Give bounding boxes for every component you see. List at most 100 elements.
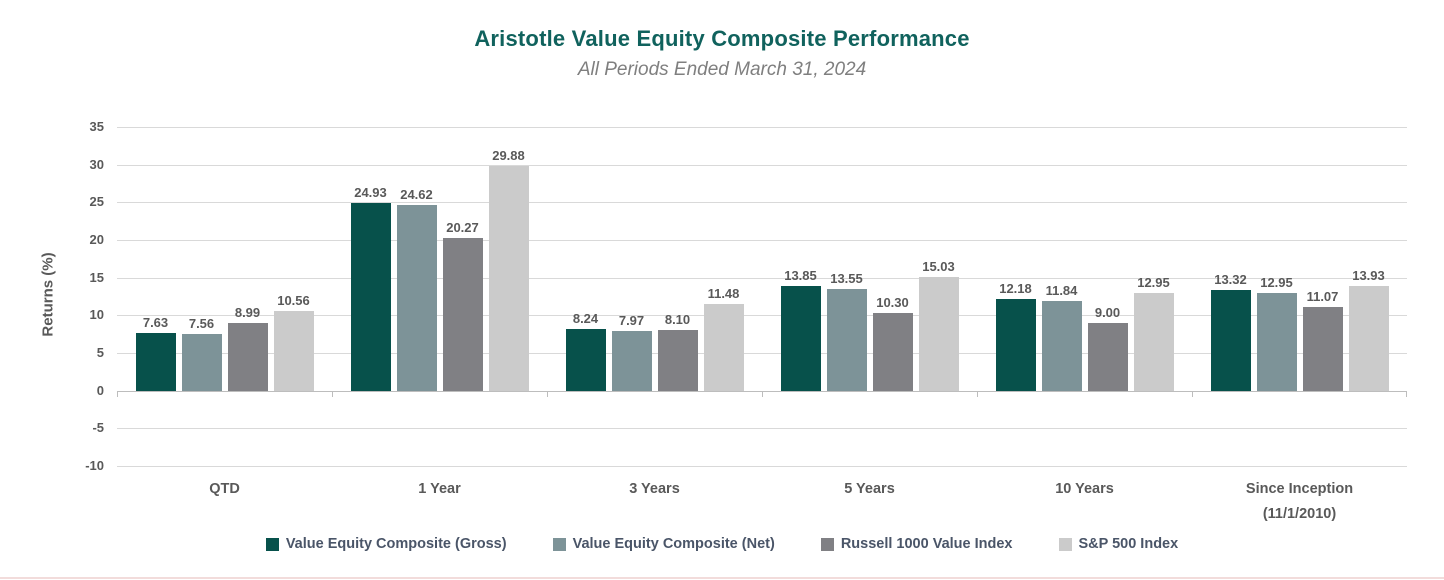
bar xyxy=(1210,290,1251,391)
chart-title: Aristotle Value Equity Composite Perform… xyxy=(474,26,970,51)
bar-value-label: 20.27 xyxy=(446,219,479,235)
bar-value-label: 24.62 xyxy=(400,187,433,203)
bar-value-label: 12.95 xyxy=(1260,275,1293,291)
x-axis-label: 3 Years xyxy=(629,481,680,497)
legend: Value Equity Composite (Gross) Value Equi… xyxy=(0,536,1444,552)
x-axis-labels: QTD 1 Year 3 Years 5 Years 10 Years Since Inc… xyxy=(117,477,1407,527)
bar xyxy=(703,304,744,391)
bar-value-label: 9.00 xyxy=(1094,304,1121,320)
bar xyxy=(611,330,652,391)
x-axis-label: 5 Years xyxy=(844,481,895,497)
bar-value-label: 10.56 xyxy=(277,293,310,309)
gridline xyxy=(117,202,1407,204)
legend-item-label: Value Equity Composite (Gross) xyxy=(285,536,507,552)
x-axis-label: 10 Years xyxy=(1055,481,1114,497)
gridline xyxy=(117,315,1407,317)
bar-group: 12.18 11.84 9.00 12.95 xyxy=(977,127,1192,466)
legend-marker xyxy=(820,537,834,551)
bar-group: 7.63 7.56 8.99 10.56 xyxy=(117,127,332,466)
x-axis-label: QTD xyxy=(209,481,240,497)
legend-marker xyxy=(265,537,279,551)
y-tick-label: 25 xyxy=(89,194,104,210)
bar xyxy=(1302,307,1343,391)
legend-item: Russell 1000 Value Index xyxy=(820,536,1013,552)
y-tick-label: -10 xyxy=(85,458,104,473)
bar xyxy=(995,298,1036,391)
axis-boundary-tick xyxy=(976,390,978,397)
bar-value-label: 13.55 xyxy=(830,270,863,286)
y-tick-label: 15 xyxy=(89,269,104,285)
bottom-accent-line xyxy=(0,577,1444,579)
bar xyxy=(872,313,913,391)
legend-item-label: Value Equity Composite (Net) xyxy=(572,536,775,552)
bar xyxy=(565,328,606,391)
y-tick-label: 10 xyxy=(89,307,104,323)
bar xyxy=(488,165,529,391)
gridline xyxy=(117,466,1407,467)
legend-item: S&P 500 Index xyxy=(1058,536,1178,552)
plot-area: 7.63 7.56 8.99 10.56 24.93 24.62 20.27 29.88 8.2… xyxy=(117,127,1407,467)
chart-subtitle: All Periods Ended March 31, 2024 xyxy=(577,59,867,80)
y-tick-label: 5 xyxy=(96,344,104,360)
legend-item-label: Russell 1000 Value Index xyxy=(840,536,1013,552)
y-tick-label: 35 xyxy=(89,119,104,134)
bar xyxy=(350,202,391,391)
legend-marker xyxy=(552,537,566,551)
bar-group: 13.85 13.55 10.30 15.03 xyxy=(762,127,977,466)
gridline xyxy=(117,353,1407,354)
gridline xyxy=(117,164,1407,166)
bar-group: 13.32 12.95 11.07 13.93 xyxy=(1192,127,1407,466)
y-tick-label: 30 xyxy=(89,156,104,172)
bar-value-label: 12.95 xyxy=(1137,275,1170,291)
gridline xyxy=(117,240,1407,241)
y-axis-ticks: 35 30 25 20 15 10 5 0 -5 -10 xyxy=(0,119,104,473)
axis-boundary-tick xyxy=(762,390,763,397)
legend-marker xyxy=(1058,537,1072,551)
legend-item: Value Equity Composite (Gross) xyxy=(265,536,507,552)
bar xyxy=(135,333,176,391)
bar-value-label: 11.84 xyxy=(1045,283,1078,299)
x-axis-label: 1 Year xyxy=(418,481,461,497)
y-tick-label: 20 xyxy=(89,231,104,247)
bar-value-label: 29.88 xyxy=(492,147,525,163)
bar-value-label: 13.85 xyxy=(784,268,817,284)
bar-value-label: 11.07 xyxy=(1306,289,1339,305)
axis-boundary-tick xyxy=(331,390,333,397)
gridline xyxy=(117,127,1407,128)
y-tick-label: 0 xyxy=(96,382,104,398)
gridline xyxy=(117,277,1407,279)
bar xyxy=(780,286,821,391)
bar-value-label: 7.63 xyxy=(142,315,169,331)
bar-value-label: 7.56 xyxy=(188,315,215,331)
bar xyxy=(396,205,437,391)
bar xyxy=(657,329,698,391)
bar-value-label: 8.24 xyxy=(572,310,599,326)
axis-boundary-tick xyxy=(117,390,118,397)
bar-value-label: 8.10 xyxy=(664,311,691,327)
bar-group: 24.93 24.62 20.27 29.88 xyxy=(332,127,547,466)
axis-boundary-tick xyxy=(1192,390,1193,397)
bar xyxy=(273,311,314,391)
bar-value-label: 7.97 xyxy=(618,312,645,328)
bar-value-label: 15.03 xyxy=(922,259,955,275)
axis-boundary-tick xyxy=(546,390,548,397)
bar xyxy=(826,288,867,391)
bar-value-label: 13.93 xyxy=(1352,267,1385,283)
bar xyxy=(1348,285,1389,391)
y-tick-label: -5 xyxy=(92,420,104,436)
bar-value-label: 10.30 xyxy=(876,295,909,311)
bar-value-label: 12.18 xyxy=(999,280,1032,296)
bar xyxy=(1041,301,1082,391)
bar-value-label: 13.32 xyxy=(1214,272,1247,288)
bar-value-label: 24.93 xyxy=(354,184,387,200)
x-axis-label: Since Inception (11/1/2010) xyxy=(1245,481,1354,522)
bar-value-label: 8.99 xyxy=(234,304,261,320)
bar xyxy=(181,333,222,391)
bar-value-label: 11.48 xyxy=(707,286,740,302)
bar-group: 8.24 7.97 8.10 11.48 xyxy=(547,127,762,466)
gridline xyxy=(117,428,1407,430)
bar xyxy=(1256,293,1297,391)
bar xyxy=(442,237,483,391)
bar xyxy=(227,322,268,391)
bar xyxy=(1087,322,1128,391)
